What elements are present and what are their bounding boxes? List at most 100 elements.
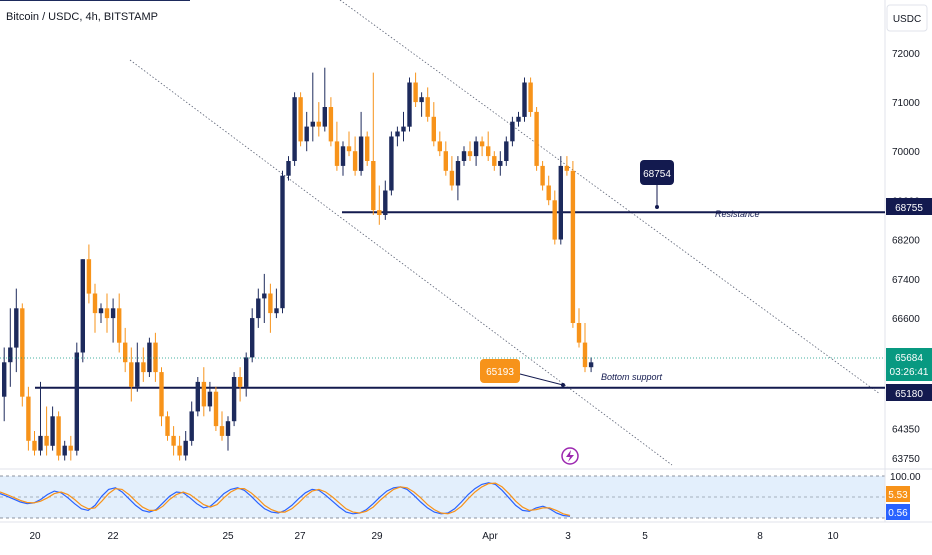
candle-body [14, 308, 19, 348]
candle-body [262, 293, 267, 299]
stochastic-lines [0, 482, 571, 517]
candle-body [280, 175, 285, 309]
candle-body [358, 136, 364, 171]
horizontal-levels[interactable] [35, 211, 885, 389]
time-tick-label: 5 [642, 531, 648, 542]
candle-body [340, 146, 346, 166]
candle-body [395, 131, 400, 137]
candle-body [352, 151, 358, 171]
candle-body [123, 342, 128, 363]
candle-body [183, 440, 188, 456]
candle-body [165, 416, 170, 436]
candle-body [528, 82, 533, 112]
candle-body [56, 416, 61, 456]
candle-body [20, 308, 25, 397]
price-tick-label: 70000 [892, 147, 920, 158]
candle-body [534, 111, 539, 166]
time-tick-label: Apr [482, 531, 498, 542]
stoch-d-value-label: 5.53 [888, 490, 908, 501]
time-tick-label: 22 [107, 531, 119, 542]
current-price-label: 65684 [895, 353, 923, 364]
candle-body [62, 445, 67, 456]
candle-body [171, 435, 176, 446]
candle-body [213, 391, 219, 427]
candle-body [117, 308, 122, 343]
candle-body [225, 421, 231, 436]
candle-body [32, 440, 37, 451]
candle-body [286, 161, 291, 176]
candle-body [244, 357, 249, 387]
time-tick-label: 8 [757, 531, 763, 542]
candle-body [510, 121, 515, 142]
candle-body [461, 151, 467, 161]
time-tick-label: 20 [29, 531, 41, 542]
candle-body [38, 435, 43, 451]
candle-body [425, 97, 430, 117]
candle-body [2, 362, 7, 397]
currency-label: USDC [893, 14, 921, 25]
candle-body [256, 298, 261, 319]
candle-body [135, 362, 140, 387]
candle-body [498, 161, 503, 166]
candle-body [467, 151, 473, 157]
stoch-d-line [0, 482, 571, 517]
candle-body [346, 146, 352, 152]
resistance-price-tag-label: 68755 [895, 203, 923, 214]
candle-body [582, 342, 588, 368]
candle-body [552, 200, 557, 240]
candle-body [407, 82, 412, 127]
candle-body [80, 259, 85, 353]
price-tick-label: 67400 [892, 275, 920, 286]
candle-body [316, 121, 321, 127]
stoch-k-line [0, 482, 571, 517]
candles [2, 67, 594, 461]
candle-body [449, 170, 455, 186]
candle-body [540, 165, 545, 186]
price-tick-label: 64350 [892, 425, 920, 436]
candle-body [8, 347, 13, 363]
support-price-tag: 65180 [886, 384, 932, 401]
candle-body [110, 308, 116, 319]
price-tick-label: 68200 [892, 236, 920, 247]
candle-body [219, 426, 225, 436]
currency-box[interactable] [886, 4, 928, 32]
candle-body [147, 342, 152, 373]
candle-body [486, 146, 491, 157]
candle-body [443, 151, 448, 171]
resistance-callout-label: 68754 [643, 169, 671, 180]
lightning-annotation-icon[interactable] [561, 447, 579, 465]
support-price-tag-label: 65180 [895, 389, 923, 400]
resistance-label: Resistance [715, 209, 760, 219]
candle-body [564, 165, 569, 171]
candle-body [298, 97, 303, 142]
candle-body [588, 362, 594, 368]
candle-body [104, 308, 110, 319]
resistance-price-tag: 68755 [886, 198, 932, 215]
candle-body [92, 293, 98, 314]
candle-body [189, 411, 194, 441]
candle-body [68, 445, 73, 451]
candle-body [268, 293, 273, 314]
candle-body [159, 372, 164, 417]
stoch-100-label: 100.00 [890, 472, 921, 483]
support-callout[interactable]: 65193 [480, 359, 565, 387]
candle-body [479, 141, 485, 147]
symbol-title[interactable]: Bitcoin / USDC, 4h, BITSTAMP [6, 11, 158, 23]
candle-body [50, 416, 55, 446]
candle-body [231, 377, 237, 422]
candle-body [292, 97, 297, 161]
main-pane-bg [0, 0, 885, 468]
time-tick-label: 29 [371, 531, 383, 542]
candle-body [310, 121, 315, 127]
resistance-callout[interactable]: 68754 [640, 160, 674, 209]
candle-body [558, 165, 563, 240]
candle-body [44, 435, 49, 446]
candle-body [419, 97, 424, 103]
price-tick-label: 63750 [892, 454, 920, 465]
candle-body [304, 126, 309, 142]
candle-body [129, 362, 134, 387]
candle-body [153, 342, 158, 373]
candle-body [371, 161, 376, 211]
